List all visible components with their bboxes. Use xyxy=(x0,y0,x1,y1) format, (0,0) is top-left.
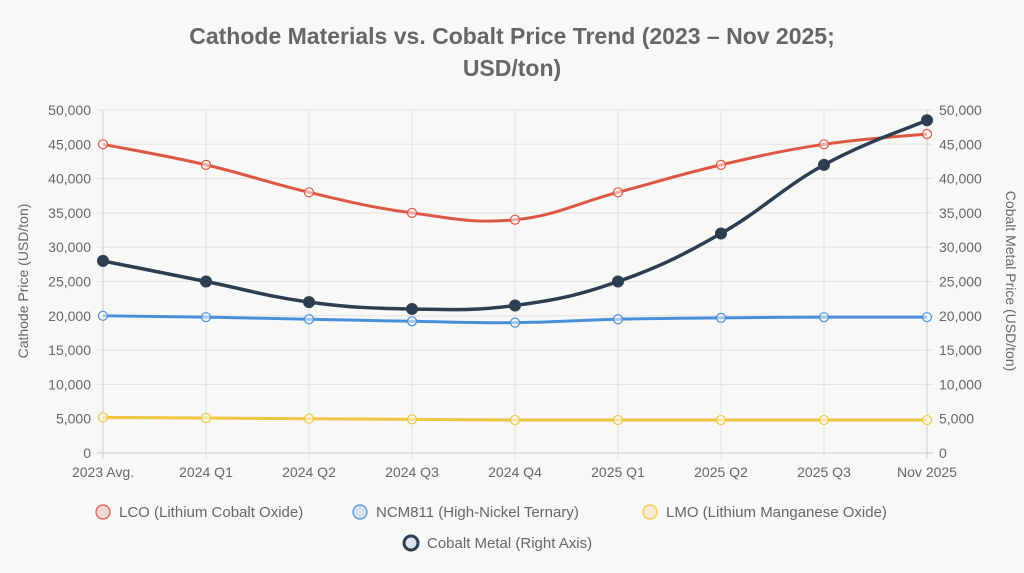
y-tick-label: 25,000 xyxy=(48,274,91,290)
data-point xyxy=(303,296,315,309)
data-point xyxy=(97,310,109,321)
data-point xyxy=(612,414,624,426)
y-axis-label: Cathode Price (USD/ton) xyxy=(15,204,31,359)
data-point xyxy=(303,413,315,424)
legend-marker xyxy=(402,534,420,552)
data-point xyxy=(509,317,521,328)
legend-label: NCM811 (High-Nickel Ternary) xyxy=(376,504,579,521)
legend-label: LMO (Lithium Manganese Oxide) xyxy=(666,504,887,521)
x-axis-ticks: 2023 Avg. 2024 Q1 2024 Q2 2024 Q3 2024 Q4 202… xyxy=(72,464,957,480)
x-tick-label: 2024 Q4 xyxy=(488,464,542,480)
y2-tick-label: 35,000 xyxy=(939,205,982,221)
x-tick-label: 2025 Q3 xyxy=(797,464,851,480)
data-point xyxy=(200,159,212,170)
data-point xyxy=(612,275,624,288)
data-point xyxy=(921,312,933,323)
data-point xyxy=(406,414,418,425)
x-tick-label: 2024 Q1 xyxy=(179,464,233,480)
x-tick-label: 2025 Q1 xyxy=(591,464,645,480)
legend: LCO (Lithium Cobalt Oxide) NCM811 (High-N… xyxy=(95,504,887,552)
y2-tick-label: 15,000 xyxy=(939,342,982,358)
legend-marker xyxy=(642,504,658,520)
data-point xyxy=(715,414,727,426)
x-tick-label: 2023 Avg. xyxy=(72,464,134,480)
data-point xyxy=(509,414,521,426)
legend-label: Cobalt Metal (Right Axis) xyxy=(427,535,592,552)
y2-tick-label: 30,000 xyxy=(939,239,982,255)
y2-tick-label: 5,000 xyxy=(939,411,974,427)
data-point xyxy=(406,207,418,218)
legend-item: LMO (Lithium Manganese Oxide) xyxy=(642,504,887,521)
legend-item: LCO (Lithium Cobalt Oxide) xyxy=(95,504,303,521)
y-tick-label: 50,000 xyxy=(48,102,91,118)
y-tick-label: 15,000 xyxy=(48,342,91,358)
data-point xyxy=(97,412,109,423)
data-point xyxy=(921,128,933,140)
data-point xyxy=(406,302,418,315)
data-point xyxy=(97,254,109,267)
x-tick-label: 2025 Q2 xyxy=(694,464,748,480)
y-tick-label: 10,000 xyxy=(48,376,91,392)
legend-label: LCO (Lithium Cobalt Oxide) xyxy=(119,504,303,521)
data-point xyxy=(818,139,830,150)
y-tick-label: 30,000 xyxy=(48,239,91,255)
data-point xyxy=(303,314,315,325)
chart-title-line-1: Cathode Materials vs. Cobalt Price Trend… xyxy=(189,23,835,49)
y-tick-label: 20,000 xyxy=(48,308,91,324)
data-point xyxy=(200,412,212,424)
data-point xyxy=(509,299,521,312)
data-point xyxy=(200,312,212,323)
data-point xyxy=(921,414,933,426)
data-point xyxy=(818,158,830,171)
data-point xyxy=(715,159,727,170)
legend-marker xyxy=(95,504,111,520)
data-point xyxy=(921,114,933,127)
data-point xyxy=(818,312,830,323)
legend-item: NCM811 (High-Nickel Ternary) xyxy=(352,504,579,521)
x-tick-label: 2024 Q3 xyxy=(385,464,439,480)
y-tick-label: 5,000 xyxy=(56,411,91,427)
data-point xyxy=(715,227,727,240)
legend-marker xyxy=(352,504,368,520)
data-point xyxy=(406,316,418,327)
data-point xyxy=(818,414,830,426)
x-tick-label: 2024 Q2 xyxy=(282,464,336,480)
y2-tick-label: 40,000 xyxy=(939,171,982,187)
left-axis-ticks: 0 5,000 10,000 15,000 20,000 25,000 30,000 35,0… xyxy=(48,102,91,461)
y-tick-label: 0 xyxy=(83,445,91,461)
y2-tick-label: 10,000 xyxy=(939,376,982,392)
y-tick-label: 45,000 xyxy=(48,136,91,152)
data-point xyxy=(612,187,624,198)
legend-item: Cobalt Metal (Right Axis) xyxy=(402,534,592,552)
data-point xyxy=(97,139,109,150)
y-tick-label: 40,000 xyxy=(48,171,91,187)
x-tick-label: Nov 2025 xyxy=(897,464,957,480)
data-point xyxy=(509,214,521,225)
chart-title-line-2: USD/ton) xyxy=(463,55,561,81)
data-point xyxy=(200,275,212,288)
y2-tick-label: 0 xyxy=(939,445,947,461)
y2-tick-label: 50,000 xyxy=(939,102,982,118)
data-point xyxy=(612,314,624,325)
series-group xyxy=(97,114,933,426)
data-point xyxy=(715,312,727,323)
y2-tick-label: 45,000 xyxy=(939,136,982,152)
y2-tick-label: 25,000 xyxy=(939,274,982,290)
data-point xyxy=(303,187,315,198)
y2-axis-label: Cobalt Metal Price (USD/ton) xyxy=(1003,191,1019,372)
y-tick-label: 35,000 xyxy=(48,205,91,221)
right-axis-ticks: 0 5,000 10,000 15,000 20,000 25,000 30,000 35,0… xyxy=(939,102,982,461)
y2-tick-label: 20,000 xyxy=(939,308,982,324)
